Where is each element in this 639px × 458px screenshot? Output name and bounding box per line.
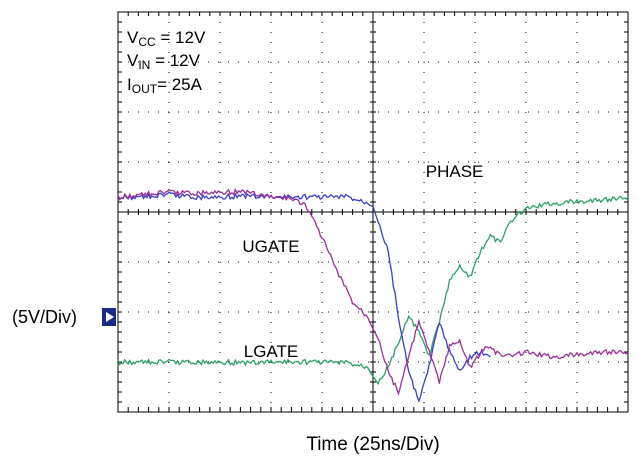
conditions-annotation: VCC = 12V VIN = 12V IOUT= 25A — [127, 28, 206, 96]
condition-vin: VIN = 12V — [127, 51, 201, 72]
channel-arrow-icon — [106, 312, 114, 322]
condition-subscript: IN — [138, 58, 150, 72]
condition-symbol: I — [127, 75, 132, 94]
condition-subscript: OUT — [132, 82, 158, 96]
trace-lgate — [117, 195, 629, 386]
condition-value: = 12V — [150, 51, 200, 70]
x-axis-label: Time (25ns/Div) — [306, 434, 439, 455]
trace-phase — [117, 191, 491, 403]
condition-symbol: V — [127, 28, 139, 47]
trace-label-lgate: LGATE — [244, 342, 298, 361]
trace-ugate — [117, 187, 629, 396]
condition-value: = 12V — [156, 28, 206, 47]
condition-vcc: VCC = 12V — [127, 28, 206, 49]
trace-label-ugate: UGATE — [242, 237, 299, 256]
vertical-scale-label: (5V/Div) — [12, 307, 77, 327]
trace-label-phase: PHASE — [426, 162, 484, 181]
grid — [117, 11, 629, 413]
condition-iout: IOUT= 25A — [127, 75, 203, 96]
trace-labels: PHASE UGATE LGATE — [242, 162, 483, 361]
condition-symbol: V — [127, 51, 139, 70]
condition-value: = 25A — [157, 75, 203, 94]
condition-subscript: CC — [138, 35, 156, 49]
traces — [117, 187, 629, 403]
channel-marker — [102, 308, 116, 326]
